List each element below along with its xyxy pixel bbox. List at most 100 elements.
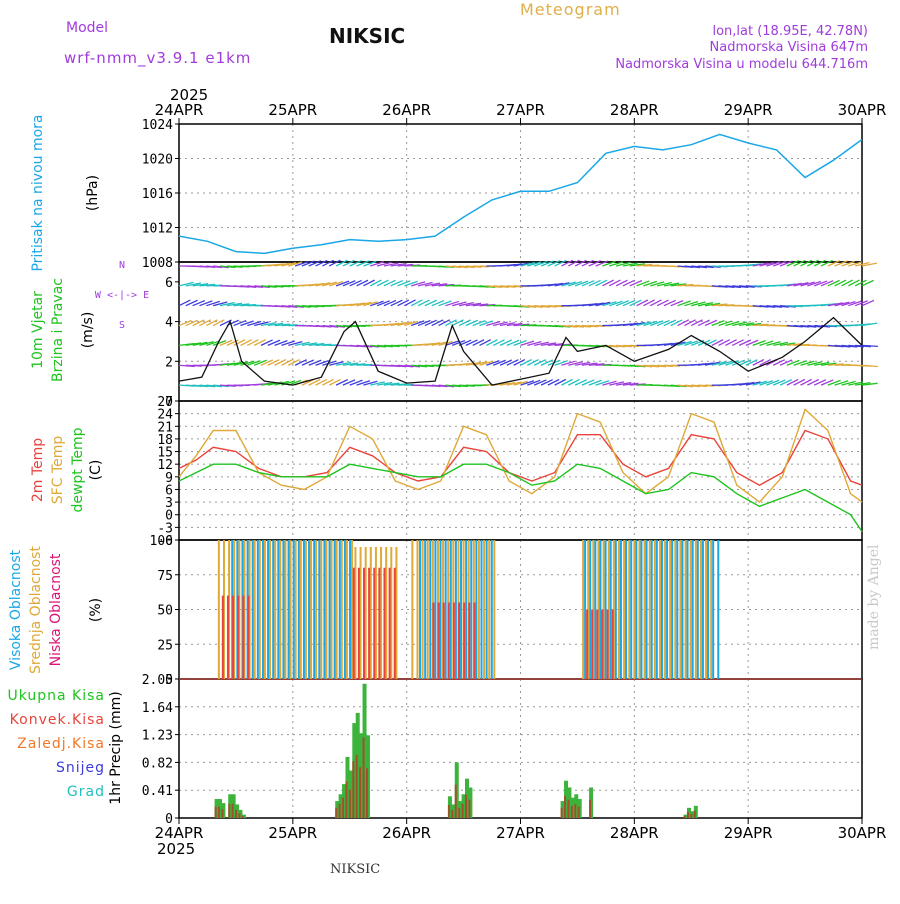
pressure-line — [179, 134, 862, 253]
precip-bar-convective — [218, 807, 220, 818]
y-tick-label: 1008 — [142, 256, 173, 271]
model-value: wrf-nmm_v3.9.1 e1km — [64, 49, 251, 67]
y-tick-label: 27 — [157, 395, 173, 410]
wind-barb — [186, 320, 198, 325]
precip-legend-item: Konvek.Kisa — [10, 712, 105, 728]
y-tick-label: 1024 — [142, 118, 173, 133]
precip-bar-convective — [349, 790, 351, 818]
precip-bar-convective — [465, 794, 467, 818]
y-tick-label: 6 — [165, 276, 173, 291]
precip-bar-convective — [359, 767, 361, 818]
wind-title-1: 10m Vjetar — [30, 291, 46, 369]
precip-bar-convective — [235, 810, 237, 818]
x-tick-label-bottom: 28APR — [610, 824, 659, 842]
precip-legend-item: Grad — [67, 784, 105, 800]
x-tick-label-bottom: 29APR — [724, 824, 773, 842]
dir-legend-s: S — [119, 320, 125, 331]
y-tick-label: 0.41 — [142, 784, 173, 799]
precip-bar-convective — [574, 804, 576, 818]
credit-label: made by Angel — [866, 545, 882, 651]
y-tick-label: 1020 — [142, 153, 173, 168]
precip-bar-convective — [690, 814, 692, 818]
precip-bar-convective — [215, 807, 217, 818]
precip-bar-convective — [342, 798, 344, 818]
wind-title-2: Brzina i Pravac — [50, 278, 66, 382]
y-tick-label: 1.64 — [142, 701, 173, 716]
precip-bar-convective — [366, 768, 368, 818]
precip-bar-convective — [345, 781, 347, 818]
y-tick-label: 2 — [165, 355, 173, 370]
precip-bar-convective — [356, 755, 358, 818]
wind-barb — [384, 300, 396, 305]
temp-label-dewpt: dewpt Temp — [70, 427, 86, 512]
x-tick-label-bottom: 25APR — [268, 824, 317, 842]
coords-label: lon,lat (18.95E, 42.78N) — [712, 24, 868, 39]
precip-bar-convective — [363, 737, 365, 818]
y-tick-label: 4 — [165, 316, 173, 331]
panel-frame-temperature — [179, 401, 862, 540]
x-tick-label-bottom: 27APR — [496, 824, 545, 842]
wind-barb — [425, 320, 437, 325]
station-title: NIKSIC — [329, 24, 405, 48]
y-tick-label: 75 — [157, 569, 173, 584]
wind-unit: (m/s) — [80, 312, 96, 349]
elevation-label: Nadmorska Visina 647m — [710, 40, 869, 55]
precip-bar-convective — [221, 809, 223, 818]
x-tick-label-bottom: 26APR — [382, 824, 431, 842]
temp-label-sfc: SFC Temp — [50, 436, 66, 505]
precip-bar-convective — [561, 808, 563, 818]
panel-frame-wind — [179, 262, 862, 401]
y-tick-label: 1.23 — [142, 729, 173, 744]
temp-unit: (C) — [88, 460, 104, 481]
precip-unit: 1hr Precip (mm) — [108, 691, 124, 804]
precip-legend-item: Ukupna Kisa — [7, 688, 105, 704]
precip-bar-convective — [455, 785, 457, 818]
model-elevation-label: Nadmorska Visina u modelu 644.716m — [615, 57, 868, 72]
model-label: Model — [66, 20, 108, 36]
precip-bar-convective — [687, 812, 689, 818]
precip-bar-convective — [228, 804, 230, 818]
y-tick-label: 50 — [157, 604, 173, 619]
wind-barb — [739, 360, 751, 365]
wind-barb — [350, 280, 362, 285]
dir-legend-n: N — [119, 260, 125, 271]
y-tick-label: 1016 — [142, 187, 173, 202]
wind-barb — [541, 380, 553, 385]
precip-bar-convective — [242, 816, 244, 818]
y-tick-label: 100 — [150, 534, 173, 549]
y-tick-label: 2.05 — [142, 673, 173, 688]
wind-barb — [261, 360, 273, 365]
precip-bar-convective — [352, 761, 354, 818]
footer-station: NIKSIC — [330, 862, 380, 877]
x-tick-label-top: 27APR — [496, 101, 545, 119]
precip-bar-convective — [462, 804, 464, 818]
precip-bar-convective — [564, 796, 566, 818]
x-tick-label-bottom: 30APR — [838, 824, 887, 842]
pressure-title: Pritisak na nivou mora — [30, 114, 46, 271]
wind-speed-line — [179, 318, 862, 386]
precip-bar-convective — [684, 816, 686, 818]
dir-legend-we: W <-|-> E — [95, 290, 149, 301]
cloud-unit: (%) — [88, 598, 104, 622]
temp-label-2m: 2m Temp — [30, 438, 46, 502]
x-tick-label-top: 28APR — [610, 101, 659, 119]
precip-bar-convective — [578, 807, 580, 818]
precip-bar-convective — [589, 800, 591, 818]
x-tick-label-top: 26APR — [382, 101, 431, 119]
precip-bar-convective — [335, 808, 337, 818]
precip-bar-convective — [458, 808, 460, 818]
precip-legend-item: Zaledj.Kisa — [17, 736, 105, 752]
precip-bar-convective — [339, 804, 341, 818]
precip-bar-convective — [232, 804, 234, 818]
wind-barb — [623, 300, 635, 305]
cloud-label-low: Niska Oblacnost — [48, 553, 64, 666]
precip-bar-convective — [448, 805, 450, 818]
precip-bar-convective — [571, 806, 573, 818]
wind-barb — [664, 320, 676, 325]
precip-bar-convective — [238, 813, 240, 818]
precip-bar-convective — [694, 811, 696, 818]
x-tick-label-top: 29APR — [724, 101, 773, 119]
year-label-top: 2025 — [170, 86, 208, 104]
